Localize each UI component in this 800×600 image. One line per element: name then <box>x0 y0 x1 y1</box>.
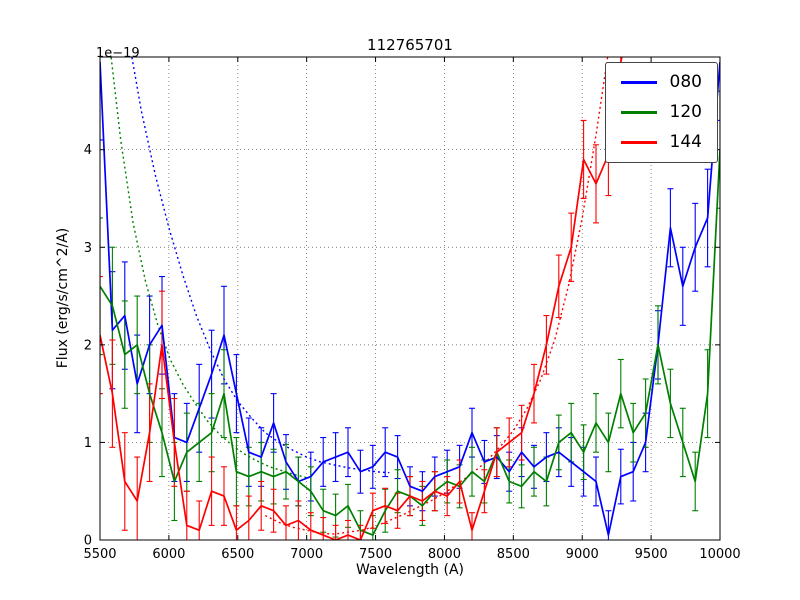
x-tick-label: 7500 <box>359 547 392 562</box>
legend-label: 120 <box>669 102 702 122</box>
x-tick-label: 8500 <box>497 547 530 562</box>
x-tick-label: 6500 <box>221 547 254 562</box>
y-tick-label: 2 <box>84 338 92 353</box>
legend-entry: 080 <box>620 72 702 92</box>
model-curve-144-model <box>264 57 609 535</box>
x-axis-label: Wavelength (A) <box>355 562 464 578</box>
data-layer <box>100 57 720 540</box>
y-axis-offset-label: 1e−19 <box>96 46 140 61</box>
x-tick-label: 9500 <box>635 547 668 562</box>
x-tick-label: 10000 <box>699 547 740 562</box>
tick-marks <box>99 57 721 541</box>
legend-entry: 120 <box>620 102 702 122</box>
legend-label: 144 <box>669 132 702 152</box>
legend-entry: 144 <box>620 132 702 152</box>
legend-swatch <box>620 141 657 144</box>
y-axis-label: Flux (erg/s/cm^2/A) <box>55 227 71 369</box>
y-tick-label: 4 <box>84 143 92 158</box>
legend-label: 080 <box>669 72 702 92</box>
x-tick-label: 8000 <box>428 547 461 562</box>
y-tick-label: 0 <box>84 534 92 549</box>
x-tick-label: 6000 <box>152 547 185 562</box>
y-tick-label: 1 <box>84 436 92 451</box>
x-tick-label: 7000 <box>290 547 323 562</box>
x-tick-label: 5500 <box>83 547 116 562</box>
legend-swatch <box>620 111 657 114</box>
legend: 080 120 144 <box>604 62 718 163</box>
series-line-080 <box>100 61 720 536</box>
axes-frame <box>99 56 721 541</box>
model-curve-120-model <box>110 57 307 479</box>
plot-title: 112765701 <box>367 36 453 54</box>
y-tick-label: 3 <box>84 241 92 256</box>
model-curve-080-model <box>131 57 390 474</box>
legend-swatch <box>620 81 657 84</box>
x-tick-label: 9000 <box>566 547 599 562</box>
